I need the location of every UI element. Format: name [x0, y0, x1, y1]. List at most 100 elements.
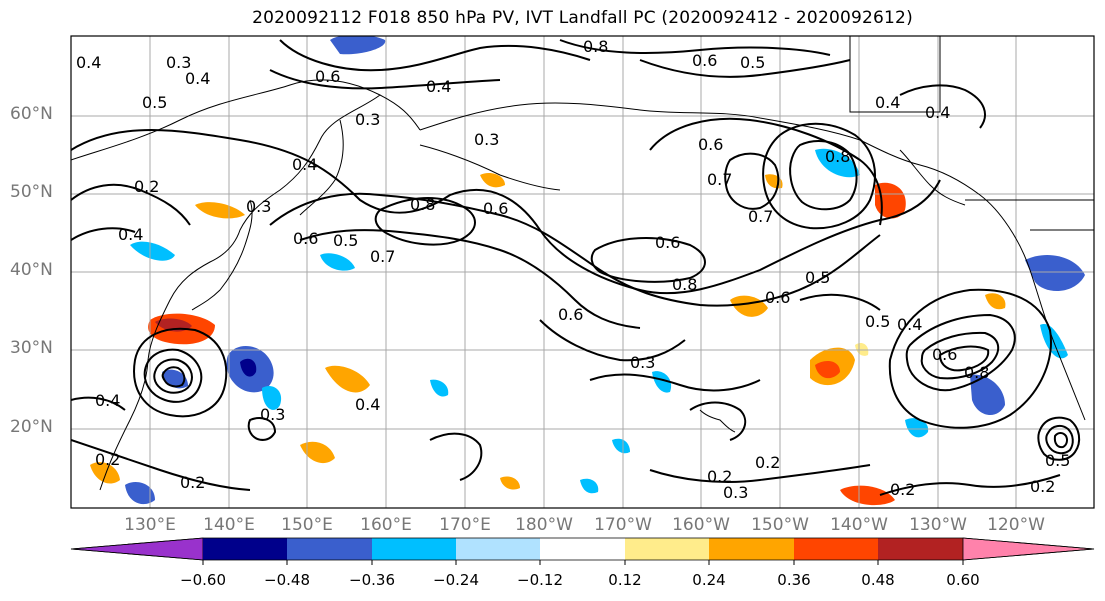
shade-negative	[262, 385, 282, 410]
contour-label: 0.2	[707, 467, 732, 486]
colorbar	[70, 537, 1095, 565]
colorbar-swatch-5	[540, 538, 625, 560]
contour-label: 0.5	[740, 53, 765, 72]
colorbar-tick-label: −0.24	[433, 571, 479, 589]
colorbar-tick-label: −0.36	[349, 571, 395, 589]
shade-negative	[905, 418, 929, 438]
contour-label: 0.7	[748, 207, 773, 226]
colorbar-swatch-10	[962, 537, 1095, 561]
contour-label: 0.8	[672, 275, 697, 294]
contour-label: 0.5	[865, 312, 890, 331]
contour-label: 0.6	[932, 345, 957, 364]
contour-label: 0.4	[95, 391, 120, 410]
contour-label: 0.8	[583, 37, 608, 56]
contour-label: 0.7	[707, 170, 732, 189]
shade-positive	[195, 202, 245, 219]
gridlines	[71, 36, 1094, 508]
colorbar-swatch-3	[372, 538, 456, 560]
colorbar-tick-label: −0.48	[264, 571, 310, 589]
shade-positive	[325, 365, 370, 393]
lat-label: 40°N	[10, 260, 53, 280]
contour-label: 0.8	[964, 363, 989, 382]
colorbar-swatch-7	[709, 538, 794, 560]
colorbar-tick-label: 0.48	[861, 571, 895, 589]
lon-label: 140°E	[203, 515, 255, 535]
contour-label: 0.3	[260, 405, 285, 424]
shade-positive	[815, 360, 840, 379]
shaded-ivt-regions	[90, 36, 1085, 506]
lon-label: 120°W	[987, 515, 1045, 535]
colorbar-swatch-1	[203, 538, 287, 560]
shade-negative	[1025, 255, 1085, 292]
contour-label: 0.7	[370, 247, 395, 266]
shade-negative	[430, 379, 449, 397]
colorbar-tick-label: −0.60	[180, 571, 226, 589]
coastline-aleutians	[419, 144, 561, 191]
coastline-canada-west	[899, 149, 966, 206]
shade-negative	[580, 478, 599, 494]
colorbar-tick-label: 0.60	[946, 571, 980, 589]
colorbar-tick-label: −0.12	[517, 571, 563, 589]
contour-label: 0.6	[765, 288, 790, 307]
contour-label: 0.6	[558, 305, 583, 324]
lon-label: 160°W	[672, 515, 730, 535]
contour-label: 0.6	[655, 233, 680, 252]
contour-label: 0.5	[142, 93, 167, 112]
coastline-asia	[71, 79, 421, 491]
lon-label: 130°E	[124, 515, 176, 535]
contour-label: 0.2	[1030, 477, 1055, 496]
coastline-japan	[191, 199, 253, 311]
contour-label: 0.3	[723, 483, 748, 502]
shade-positive	[840, 485, 895, 506]
contour-label: 0.2	[755, 453, 780, 472]
shade-negative	[612, 438, 630, 454]
contour-label: 0.4	[355, 395, 380, 414]
lat-label: 50°N	[10, 182, 53, 202]
colorbar-swatch-6	[625, 538, 709, 560]
shade-negative	[652, 371, 672, 393]
shade-negative	[320, 253, 355, 271]
contour-label: 0.2	[890, 480, 915, 499]
pv-contours	[71, 39, 1081, 496]
contour-label: 0.8	[410, 195, 435, 214]
lon-label: 160°E	[360, 515, 412, 535]
contour-label: 0.4	[897, 315, 922, 334]
contour-label: 0.3	[355, 110, 380, 129]
contour-label: 0.4	[118, 225, 143, 244]
contour-label: 0.2	[95, 450, 120, 469]
shade-negative	[130, 241, 175, 261]
contour-label: 0.4	[185, 69, 210, 88]
contour-label: 0.5	[805, 268, 830, 287]
lat-label: 60°N	[10, 104, 53, 124]
contour-label: 0.3	[630, 353, 655, 372]
colorbar-swatch-2	[287, 538, 372, 560]
lon-label: 130°W	[909, 515, 967, 535]
contour-label: 0.3	[166, 53, 191, 72]
shade-positive	[855, 343, 869, 356]
contour-label: 0.4	[925, 103, 950, 122]
contour-label: 0.6	[483, 199, 508, 218]
coastline-kamchatka	[299, 119, 344, 216]
contour-label: 0.4	[292, 155, 317, 174]
border-lines	[849, 36, 1094, 231]
contour-label: 0.6	[293, 229, 318, 248]
colorbar-tick-label: 0.36	[777, 571, 811, 589]
colorbar-swatch-8	[794, 538, 878, 560]
shade-negative	[330, 36, 386, 55]
contour-label: 0.2	[180, 473, 205, 492]
contour-label: 0.6	[692, 51, 717, 70]
shade-positive	[300, 441, 335, 464]
contour-label: 0.6	[698, 135, 723, 154]
shade-positive	[985, 293, 1006, 310]
lon-label: 150°E	[281, 515, 333, 535]
lat-label: 30°N	[10, 338, 53, 358]
colorbar-swatch-4	[456, 538, 540, 560]
contour-label: 0.3	[474, 130, 499, 149]
contour-label: 0.8	[825, 147, 850, 166]
contour-label: 0.4	[426, 77, 451, 96]
colorbar-tick-label: 0.24	[692, 571, 726, 589]
map-frame	[70, 35, 1095, 509]
lat-label: 20°N	[10, 417, 53, 437]
shade-negative	[125, 481, 155, 505]
